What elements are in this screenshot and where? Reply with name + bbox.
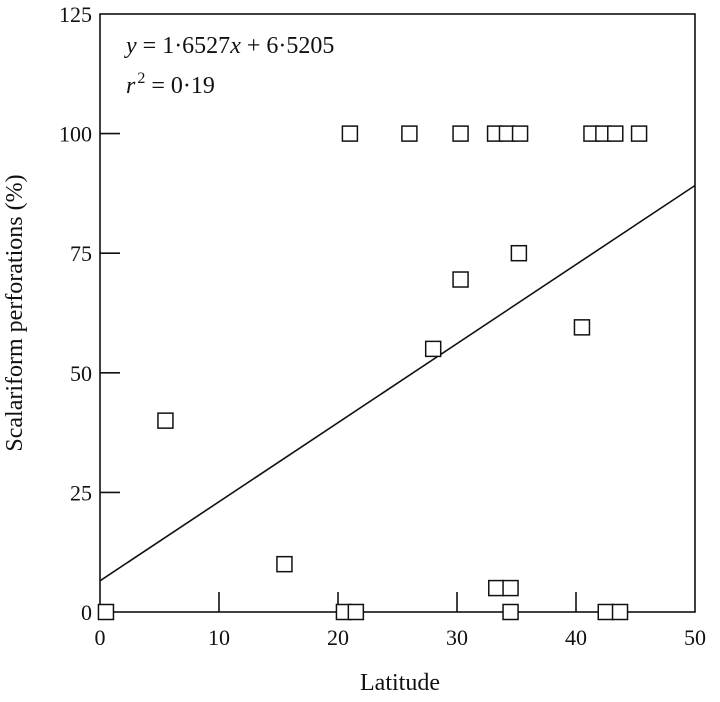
data-point [511,125,529,142]
equation-intercept: + 6·5205 [241,33,335,59]
data-point [611,603,629,621]
data-point [630,125,648,142]
data-point [452,271,469,288]
axis-ticks [100,132,577,612]
x-tick-label: 40 [565,625,587,650]
data-point [502,603,519,621]
data-point [573,319,591,336]
x-tick-label: 20 [327,625,349,650]
r-symbol: r [126,73,136,99]
data-point [276,555,293,573]
data-point [597,603,614,621]
y-tick-label: 25 [70,480,92,505]
equation-x-symbol: x [229,33,241,59]
x-tick-label: 10 [208,625,230,650]
y-tick-label: 0 [81,600,92,625]
data-point [607,125,624,142]
data-point [157,412,174,429]
regression-line [99,184,696,582]
axis-tick-labels: 0 10 20 30 40 50 0 25 50 75 100 125 [59,2,706,650]
r-exponent: 2 [137,70,145,87]
data-point [401,125,418,142]
r-value: = 0·19 [145,73,215,99]
plot-frame [99,13,696,613]
data-point [341,125,359,142]
x-tick-label: 50 [684,625,706,650]
data-point [424,340,442,358]
regression-equation: y = 1·6527x + 6·5205 [124,33,334,59]
y-tick-label: 75 [70,241,92,266]
x-axis-title: Latitude [360,670,440,696]
data-points [97,125,648,621]
plot-area: 0 10 20 30 40 50 0 25 50 75 100 125 [59,2,706,650]
y-tick-label: 125 [59,2,92,27]
data-point [97,603,115,621]
data-point [347,603,365,621]
equation-slope: = 1·6527 [137,33,231,59]
x-tick-label: 0 [95,625,106,650]
y-tick-label: 50 [70,361,92,386]
x-tick-label: 30 [446,625,468,650]
y-tick-label: 100 [59,122,92,147]
data-point [452,125,469,142]
data-point [510,244,528,262]
data-point [502,579,519,597]
equation-y-symbol: y [124,33,137,59]
data-point [488,579,505,597]
y-axis-title: Scalariform perforations (%) [2,174,28,451]
